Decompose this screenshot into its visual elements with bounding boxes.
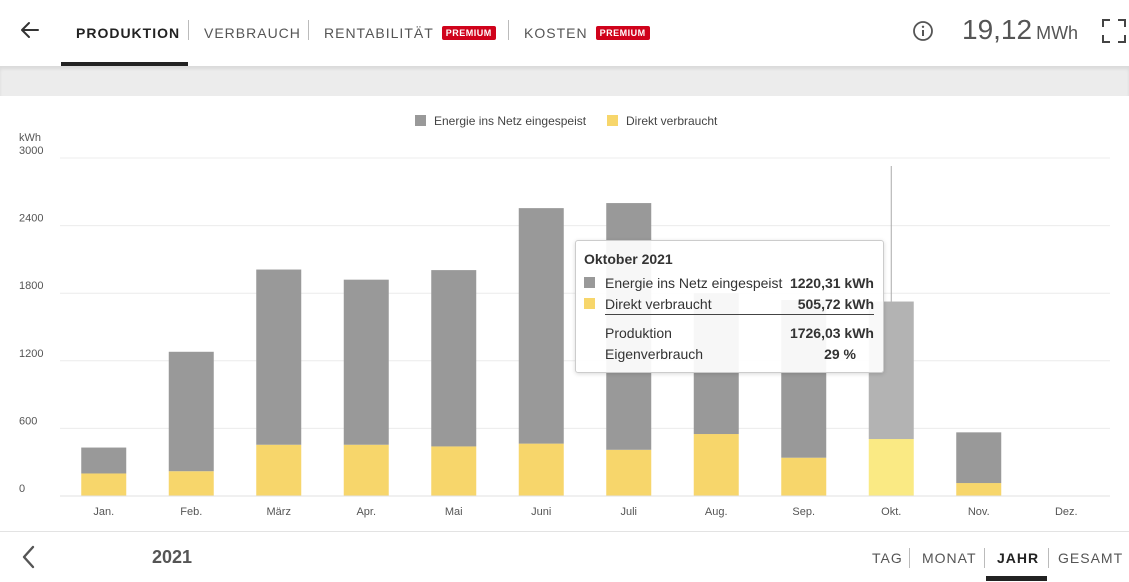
premium-badge: PREMIUM — [441, 26, 496, 40]
tooltip-value: 1726,03 kWh — [789, 325, 874, 341]
tooltip-label: Eigenverbrauch — [605, 346, 704, 362]
y-tick-label: 600 — [19, 415, 37, 427]
bar-grid-feed — [431, 270, 477, 447]
tab-divider — [188, 20, 189, 40]
bar-self-consumed — [781, 457, 827, 496]
bar-grid-feed — [343, 279, 389, 445]
y-tick-label: 2400 — [19, 213, 43, 225]
back-arrow-icon[interactable] — [18, 18, 42, 42]
tab-label: PRODUKTION — [76, 25, 181, 41]
bar-grid-feed — [256, 269, 302, 445]
x-tick-label: Nov. — [968, 506, 990, 518]
bar-self-consumed — [518, 443, 564, 496]
active-tab-indicator — [61, 62, 188, 66]
x-tick-label: Mai — [445, 506, 463, 518]
y-axis-unit: kWh — [19, 132, 41, 144]
self-consumed-swatch — [584, 298, 595, 309]
info-icon[interactable] — [912, 20, 934, 42]
y-tick-label: 3000 — [19, 145, 43, 157]
bar-self-consumed — [343, 444, 389, 496]
top-bar: PRODUKTION VERBRAUCH RENTABILITÄT PREMIU… — [0, 0, 1129, 66]
y-tick-label: 1800 — [19, 280, 43, 292]
tab-divider — [308, 20, 309, 40]
active-period-indicator — [986, 576, 1047, 581]
fullscreen-icon[interactable] — [1101, 18, 1127, 44]
period-divider — [984, 548, 985, 568]
bar-self-consumed — [693, 434, 739, 496]
legend-swatch — [607, 115, 618, 126]
y-tick-label: 0 — [19, 483, 25, 495]
legend-label: Direkt verbraucht — [626, 114, 718, 128]
tooltip-row: Eigenverbrauch 29 % — [584, 344, 874, 364]
legend-label: Energie ins Netz eingespeist — [434, 114, 587, 128]
tooltip-row: Produktion 1726,03 kWh — [584, 323, 874, 343]
tab-label: KOSTEN — [524, 25, 588, 41]
y-tick-label: 1200 — [19, 348, 43, 360]
period-divider — [1048, 548, 1049, 568]
header-shadow-strip — [0, 66, 1129, 96]
tooltip-value: 29 % — [824, 346, 856, 362]
tooltip-label: Direkt verbraucht — [605, 296, 712, 312]
period-bar: 2021 TAG MONAT JAHR GESAMT — [0, 531, 1129, 582]
selected-year: 2021 — [152, 547, 193, 567]
tooltip-divider — [605, 314, 874, 315]
tooltip-label: Energie ins Netz eingespeist — [605, 275, 783, 291]
x-tick-label: Okt. — [881, 506, 901, 518]
tooltip-value: 505,72 kWh — [797, 296, 874, 312]
x-tick-label: Sep. — [792, 506, 815, 518]
grid-feed-swatch — [584, 277, 595, 288]
bar-self-consumed — [81, 473, 127, 496]
bar-self-consumed — [956, 483, 1002, 496]
x-tick-label: Apr. — [356, 506, 376, 518]
bar-self-consumed — [431, 446, 477, 496]
chevron-left-icon[interactable] — [18, 544, 40, 570]
x-tick-label: Juli — [620, 506, 637, 518]
x-tick-label: Juni — [531, 506, 551, 518]
period-jahr[interactable]: JAHR — [997, 532, 1039, 582]
bar-grid-feed — [518, 208, 564, 444]
total-value: 19,12 — [962, 14, 1033, 45]
tooltip-value: 1220,31 kWh — [789, 275, 874, 291]
tab-label: VERBRAUCH — [204, 25, 301, 41]
period-gesamt[interactable]: GESAMT — [1058, 532, 1123, 582]
bar-self-consumed — [606, 449, 652, 496]
chart-tooltip: Oktober 2021 Energie ins Netz eingespeis… — [575, 240, 884, 373]
bar-self-consumed — [868, 439, 914, 496]
tooltip-title: Oktober 2021 — [584, 251, 673, 267]
x-tick-label: März — [267, 506, 291, 518]
x-tick-label: Feb. — [180, 506, 202, 518]
premium-badge: PREMIUM — [595, 26, 650, 40]
tab-rentabilitaet[interactable]: RENTABILITÄT PREMIUM — [324, 0, 496, 66]
period-monat[interactable]: MONAT — [922, 532, 977, 582]
period-label: JAHR — [997, 549, 1040, 566]
period-divider — [909, 548, 910, 568]
x-tick-label: Jan. — [93, 506, 114, 518]
total-unit: MWh — [1036, 23, 1079, 43]
bar-grid-feed — [168, 351, 214, 472]
tooltip-row: Direkt verbraucht 505,72 kWh — [584, 294, 874, 314]
bar-self-consumed — [256, 444, 302, 496]
period-label: MONAT — [922, 549, 977, 566]
tab-verbrauch[interactable]: VERBRAUCH — [204, 0, 301, 66]
period-label: GESAMT — [1058, 549, 1124, 566]
tab-label: RENTABILITÄT — [324, 25, 434, 41]
total-production: 19,12 MWh — [962, 14, 1078, 46]
x-tick-label: Aug. — [705, 506, 728, 518]
bar-self-consumed — [168, 471, 214, 496]
x-tick-label: Dez. — [1055, 506, 1078, 518]
period-label: TAG — [872, 549, 903, 566]
tab-divider — [508, 20, 509, 40]
tab-produktion[interactable]: PRODUKTION — [76, 0, 180, 66]
tooltip-row: Energie ins Netz eingespeist 1220,31 kWh — [584, 273, 874, 293]
tab-kosten[interactable]: KOSTEN PREMIUM — [524, 0, 650, 66]
legend-swatch — [415, 115, 426, 126]
period-tag[interactable]: TAG — [872, 532, 903, 582]
tooltip-label: Produktion — [605, 325, 672, 341]
bar-grid-feed — [956, 432, 1002, 484]
bar-grid-feed — [81, 447, 127, 474]
